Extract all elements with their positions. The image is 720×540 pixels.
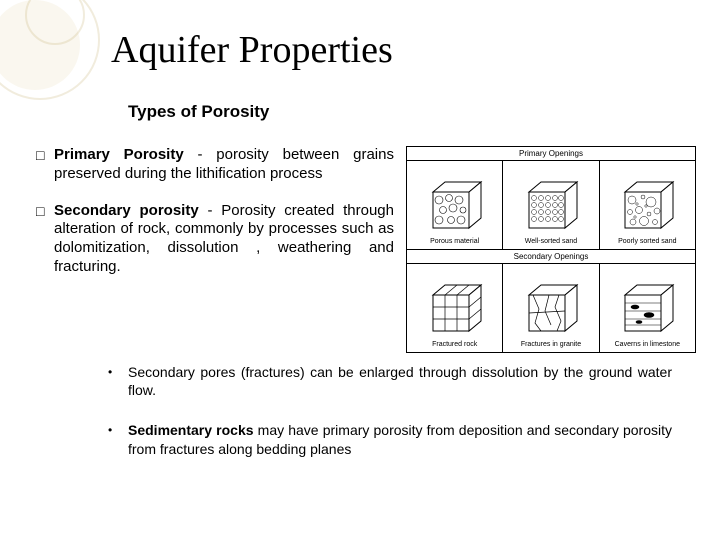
text-column: □ Primary Porosity - porosity between gr…	[36, 146, 394, 353]
page-title: Aquifer Properties	[111, 28, 692, 72]
sub-bullet: • Secondary pores (fractures) can be enl…	[108, 363, 672, 399]
figure-row-primary: Porous material	[407, 161, 695, 249]
bullet-term: Secondary porosity	[54, 202, 199, 219]
figure-label: Well-sorted sand	[525, 238, 577, 246]
figure-label: Fractures in granite	[521, 341, 581, 349]
figure-label: Caverns in limestone	[615, 341, 680, 349]
figure-header-bottom: Secondary Openings	[407, 249, 695, 264]
fractures-granite-icon	[521, 281, 581, 339]
figure-column: Primary Openings	[406, 146, 696, 353]
bullet-text: Secondary porosity - Porosity created th…	[54, 202, 394, 277]
checkbox-icon: □	[36, 146, 54, 184]
subtitle: Types of Porosity	[128, 102, 692, 122]
well-sorted-sand-icon	[521, 178, 581, 236]
figure-cell: Fractured rock	[407, 264, 503, 352]
figure-label: Poorly sorted sand	[618, 238, 676, 246]
content-row: □ Primary Porosity - porosity between gr…	[36, 146, 692, 353]
bullet-term: Primary Porosity	[54, 146, 184, 163]
figure-cell: Porous material	[407, 161, 503, 249]
porosity-figure: Primary Openings	[406, 146, 696, 353]
figure-cell: Fractures in granite	[503, 264, 599, 352]
sub-text-bold: Sedimentary rocks	[128, 422, 254, 438]
checkbox-icon: □	[36, 202, 54, 277]
bullet-text: Primary Porosity - porosity between grai…	[54, 146, 394, 184]
figure-row-secondary: Fractured rock	[407, 264, 695, 352]
figure-label: Fractured rock	[432, 341, 477, 349]
figure-cell: Caverns in limestone	[600, 264, 695, 352]
poorly-sorted-sand-icon	[617, 178, 677, 236]
bullet-secondary: □ Secondary porosity - Porosity created …	[36, 202, 394, 277]
bullet-dot-icon: •	[108, 363, 128, 399]
figure-label: Porous material	[430, 238, 479, 246]
bullet-primary: □ Primary Porosity - porosity between gr…	[36, 146, 394, 184]
sub-text-a: Secondary pores (fractures) can be enlar…	[128, 364, 672, 398]
figure-cell: Well-sorted sand	[503, 161, 599, 249]
sub-bullet: • Sedimentary rocks may have primary por…	[108, 421, 672, 457]
bullet-dot-icon: •	[108, 421, 128, 457]
caverns-limestone-icon	[617, 281, 677, 339]
slide-content: Aquifer Properties Types of Porosity □ P…	[0, 0, 720, 500]
figure-cell: Poorly sorted sand	[600, 161, 695, 249]
sub-bullet-text: Sedimentary rocks may have primary poros…	[128, 421, 672, 457]
figure-header-top: Primary Openings	[407, 147, 695, 161]
porous-material-icon	[425, 178, 485, 236]
fractured-rock-icon	[425, 281, 485, 339]
sub-bullet-text: Secondary pores (fractures) can be enlar…	[128, 363, 672, 399]
sub-bullet-list: • Secondary pores (fractures) can be enl…	[108, 363, 672, 458]
